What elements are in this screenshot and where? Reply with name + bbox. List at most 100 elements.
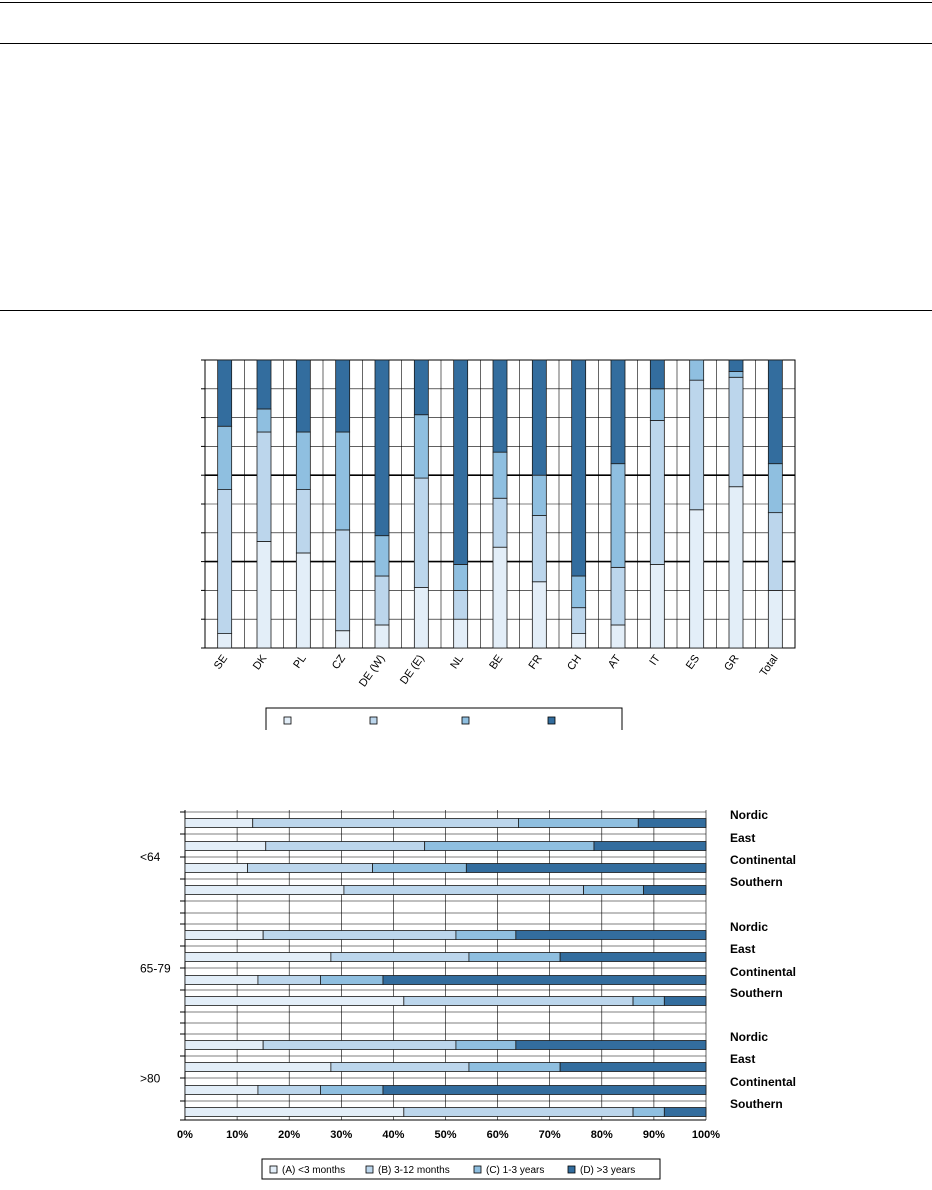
bar-segment [374,575,390,626]
bar-segment [262,1040,457,1050]
bar-segment [413,414,429,479]
legend-label: (D) >3 years [580,1165,635,1176]
legend-swatch [567,1165,576,1174]
bar-segment [453,589,469,620]
bar-segment [374,535,390,577]
region-label: East [730,942,755,956]
bar-segment [252,818,519,828]
region-label: Continental [730,965,796,979]
x-tick-label: IT [647,653,663,668]
bar-segment [593,841,707,851]
bar-segment [184,841,267,851]
bar-segment [453,359,469,565]
bar-segment [184,996,405,1006]
bar-segment [531,581,547,649]
bar-segment [492,451,508,499]
age-region-duration-chart: Nordic East Continental Southern <64 Nordic Ea… [140,808,796,1180]
region-label: Southern [730,875,783,889]
bar-segment [217,489,233,635]
legend-swatch [365,1165,374,1174]
bar-segment [184,1085,259,1095]
bar-segment [256,431,272,542]
x-tick-label: 50% [434,1129,456,1141]
bar-segment [184,818,254,828]
bar-segment [184,885,345,895]
bar-segment [649,420,665,565]
bar-segment [343,885,584,895]
bar-segment [257,975,321,985]
x-tick-label: PL [291,653,309,671]
region-label: Continental [730,853,796,867]
age-group-label: >80 [140,1072,161,1086]
region-label: East [730,1052,755,1066]
bar-segment [571,607,587,634]
bar-segment [767,463,783,514]
region-label: Nordic [730,920,768,934]
x-tick-label: FR [527,653,545,672]
age-group-label: 65-79 [140,962,171,976]
bar-segment [728,486,744,649]
region-label: Continental [730,1075,796,1089]
legend-swatch [473,1165,482,1174]
x-tick-label: AT [606,653,624,671]
bar-segment [184,930,264,940]
bar-segment [184,1107,405,1117]
bar-segment [531,474,547,516]
bar-segment [184,863,248,873]
bar-segment [571,359,587,577]
bar-segment [492,359,508,453]
bar-segment [492,546,508,649]
bar-segment [531,359,547,476]
bar-segment [559,1062,707,1072]
bar-segment [610,624,626,649]
bar-segment [610,359,626,465]
bar-segment [453,618,469,649]
bar-segment [767,589,783,649]
bar-segment [643,885,707,895]
bar-segment [515,1040,707,1050]
x-tick-label: SE [212,653,230,672]
bar-segment [382,975,707,985]
bar-segment [184,1062,332,1072]
x-tick-label: 40% [382,1129,404,1141]
bar-segment [663,1107,707,1117]
bar-segment [689,359,705,381]
bar-segment [217,633,233,649]
bar-segment [256,541,272,649]
x-tick-label: ES [684,653,702,672]
bar-segment [330,952,470,962]
bar-segment [413,587,429,649]
x-tick-label: BE [487,653,505,672]
x-tick-label: CZ [330,653,348,672]
legend-box [265,707,623,730]
bar-segment [295,431,311,490]
bar-segment [413,477,429,588]
legend-swatch [369,716,378,725]
x-tick-label: 20% [278,1129,300,1141]
bar-segment [571,633,587,649]
bar-segment [256,408,272,433]
bar-segment [374,624,390,649]
legend-swatch [269,1165,278,1174]
bar-segment [465,863,707,873]
region-label: Nordic [730,1030,768,1044]
bar-segment [468,952,561,962]
bar-segment [184,952,332,962]
bar-segment [257,1085,321,1095]
x-tick-label: 80% [591,1129,613,1141]
x-tick-label: NL [448,653,466,671]
x-tick-label: DK [251,652,270,672]
bar-segment [265,841,426,851]
bar-segment [184,1040,264,1050]
legend-swatch [547,716,556,725]
region-label: East [730,831,755,845]
bar-segment [728,359,744,372]
bar-segment [468,1062,561,1072]
x-tick-label: 100% [692,1129,720,1141]
bar-segment [374,359,390,537]
x-tick-label: DE (E) [398,653,427,687]
bar-segment [518,818,639,828]
bar-segment [583,885,644,895]
bar-segment [531,515,547,583]
bar-segment [767,512,783,591]
